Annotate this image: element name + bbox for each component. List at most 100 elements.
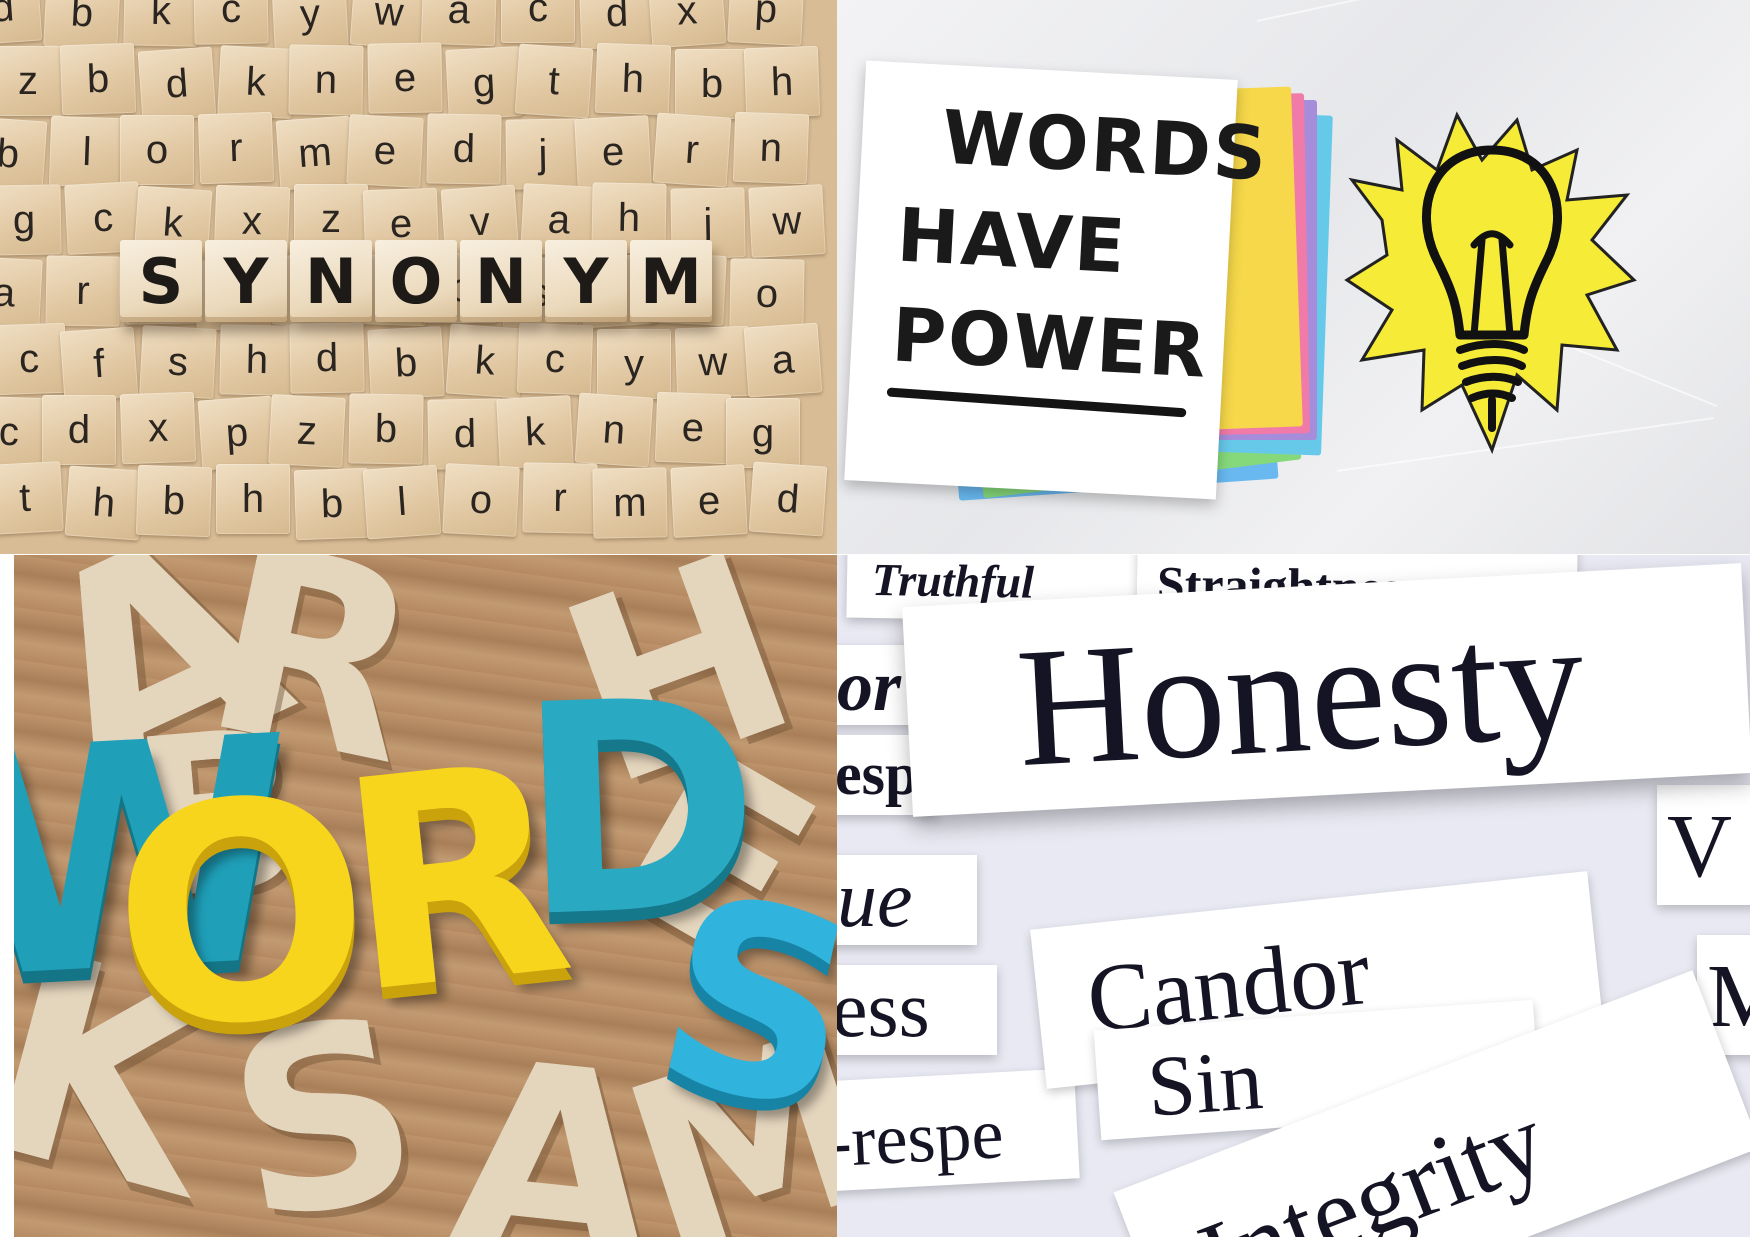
letter-tile: b <box>43 0 121 50</box>
synonym-word-tiles: S Y N O N Y M <box>120 240 712 322</box>
letter-tile: k <box>123 0 199 47</box>
letter-tile: r <box>652 112 732 188</box>
word-slip: ess <box>837 965 997 1055</box>
letter-tile: p <box>727 0 805 46</box>
lightbulb-icon <box>1344 111 1637 455</box>
letter-tile: c <box>501 0 575 43</box>
letter-tile: d <box>137 46 217 122</box>
synonym-tile: O <box>375 240 457 322</box>
letter-tile: m <box>275 115 355 191</box>
letter-tile: n <box>732 111 810 185</box>
letter-tile: t <box>514 43 594 119</box>
letter-tile: z <box>0 46 65 116</box>
synonym-tile: N <box>290 240 372 322</box>
letter-tile: w <box>748 184 826 258</box>
letter-tile: o <box>442 463 520 537</box>
word-fragment: ess <box>837 966 930 1054</box>
word-slip: -respe <box>837 1068 1080 1192</box>
letter-tile: h <box>743 45 821 119</box>
word-honesty: Honesty <box>1012 584 1589 803</box>
letter-tile: g <box>726 398 800 468</box>
note-underline <box>886 387 1187 418</box>
honesty-words-photo: Truthful Straightness or esp ue ess -res… <box>837 555 1750 1237</box>
letter-tile: g <box>445 46 523 120</box>
word-fragment: ue <box>837 856 913 944</box>
word-slip-main: Honesty <box>902 563 1750 817</box>
letter-tile: e <box>670 464 748 538</box>
letter-tile: b <box>0 116 48 192</box>
word-slip: V <box>1657 785 1750 905</box>
letter-tile: l <box>362 464 442 540</box>
letter-tile: d <box>578 0 656 50</box>
letter-tile: w <box>674 325 752 399</box>
letter-tile: d <box>427 398 503 470</box>
letter-tile: e <box>654 391 732 465</box>
letter-tile: b <box>135 464 213 538</box>
letter-tile: h <box>219 324 295 396</box>
letter-tile: s <box>139 325 217 399</box>
letter-tile: d <box>0 0 43 46</box>
letter-tile: c <box>0 395 48 469</box>
letter-tile: h <box>216 464 290 534</box>
synonym-tile: Y <box>205 240 287 322</box>
letter-tile: r <box>197 111 275 185</box>
letter-tile: d <box>748 461 828 537</box>
letter-tile: c <box>193 0 269 45</box>
word-slip: ue <box>837 855 977 945</box>
letter-tile: c <box>0 322 68 396</box>
word-fragment: -respe <box>837 1093 1006 1183</box>
letter-tile: k <box>445 323 525 399</box>
synonym-tile: Y <box>545 240 627 322</box>
letter-tile: h <box>594 42 672 116</box>
letter-tile: m <box>592 467 668 539</box>
letter-tile: k <box>217 45 295 119</box>
letter-tile: l <box>48 115 126 189</box>
word-fragment: or <box>837 646 902 726</box>
word-fragment: V <box>1667 797 1732 896</box>
letter-tile: a <box>0 256 43 330</box>
letter-tile: f <box>59 326 139 402</box>
letter-tile: y <box>271 0 349 51</box>
letter-tile: b <box>367 326 445 400</box>
word-fragment: Sin <box>1144 1030 1266 1135</box>
letter-tile: d <box>42 395 116 465</box>
synonym-tile: N <box>460 240 542 322</box>
letter-tile: b <box>59 42 137 116</box>
letter-tile: n <box>574 392 654 468</box>
letter-tile: d <box>289 322 365 394</box>
letter-tile: a <box>743 322 823 398</box>
letter-tile: o <box>729 258 805 330</box>
letter-tile: c <box>516 322 594 396</box>
letter-tile: x <box>647 0 727 49</box>
synonym-tile: M <box>630 240 712 322</box>
letter-tile: e <box>367 42 443 114</box>
note-line-have: HAVE <box>894 192 1130 291</box>
letter-tile: k <box>496 395 574 469</box>
letter-tile: x <box>119 391 197 465</box>
paper-crease <box>1256 0 1512 22</box>
letter-tile: b <box>293 467 371 541</box>
letter-tile: h <box>64 465 144 541</box>
letter-tile: e <box>346 114 424 188</box>
letter-tile: r <box>522 462 598 534</box>
letter-tile: j <box>505 118 581 190</box>
letter-tile: y <box>597 329 671 399</box>
word-fragment: esp <box>837 741 919 807</box>
letter-tile: t <box>0 461 64 535</box>
wooden-word-letters-photo: A R H E K S A M B W O R D S <box>14 555 837 1237</box>
letter-tile: b <box>675 49 749 119</box>
letter-tile: p <box>197 395 277 471</box>
letter-tile: b <box>348 393 424 465</box>
note-line-words: WORDS <box>940 94 1271 198</box>
letter-tile: o <box>120 115 194 185</box>
words-have-power-photo: WORDS HAVE POWER <box>837 0 1750 554</box>
letter-tile: a <box>420 0 498 47</box>
synonym-tile: S <box>120 240 202 322</box>
letter-tile: g <box>0 184 62 256</box>
white-sticky-note: WORDS HAVE POWER <box>844 60 1270 500</box>
letter-tile: n <box>288 44 364 116</box>
letter-tile: d <box>426 113 502 185</box>
letter-tile: e <box>574 115 652 189</box>
letter-tile: z <box>268 394 346 468</box>
